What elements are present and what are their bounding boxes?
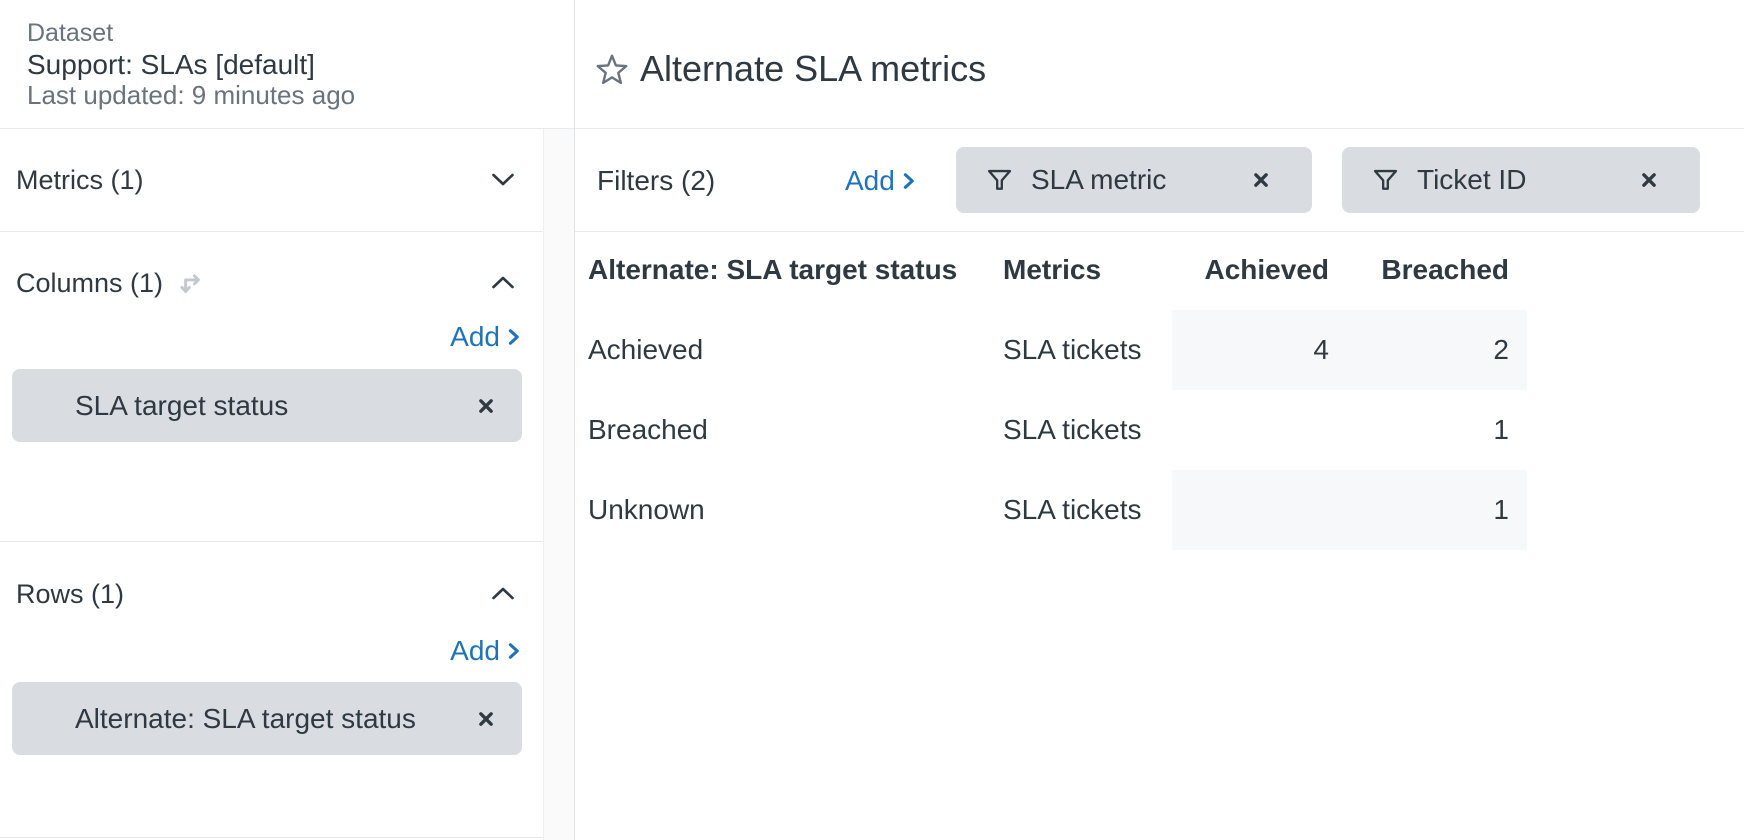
favorite-star-icon[interactable] (594, 52, 630, 88)
column-header-row-dimension[interactable]: Alternate: SLA target status (588, 254, 958, 285)
sidebar-main-divider (574, 0, 575, 840)
dataset-info: Dataset Support: SLAs [default] Last upd… (27, 18, 355, 111)
value-cell-breached[interactable]: 1 (1493, 494, 1509, 525)
value-cell-breached[interactable]: 2 (1493, 334, 1509, 365)
row-label-cell[interactable]: Unknown (588, 494, 705, 525)
metrics-section-title[interactable]: Metrics (1) (16, 165, 144, 195)
rows-add-label: Add (450, 635, 500, 666)
rows-section-title[interactable]: Rows (1) (16, 579, 124, 609)
sidebar-scroll-gutter[interactable] (543, 129, 574, 840)
remove-filter-icon[interactable] (1640, 171, 1658, 189)
value-cell-achieved[interactable]: 4 (1313, 334, 1329, 365)
column-header-breached[interactable]: Breached (1381, 254, 1509, 285)
row-label-cell[interactable]: Breached (588, 414, 708, 445)
table-row-breached: Breached SLA tickets 1 (588, 390, 1527, 470)
query-sidebar: Dataset Support: SLAs [default] Last upd… (0, 0, 543, 840)
value-cell-breached[interactable]: 1 (1493, 414, 1509, 445)
columns-section-label: Columns (1) (16, 268, 164, 298)
chevron-down-icon (491, 173, 515, 191)
row-label-cell[interactable]: Achieved (588, 334, 704, 365)
filter-chip-ticket-id[interactable]: Ticket ID (1342, 147, 1700, 213)
rows-section-label: Rows (1) (16, 579, 125, 609)
chevron-right-icon (507, 641, 520, 661)
rows-collapse-toggle[interactable] (491, 585, 515, 601)
metrics-section-label: Metrics (1) (16, 165, 144, 195)
dataset-label: Dataset (27, 19, 114, 47)
header-divider (0, 128, 1744, 129)
metric-cell[interactable]: SLA tickets (1003, 414, 1142, 445)
columns-add-button[interactable]: Add (450, 322, 520, 352)
metric-cell[interactable]: SLA tickets (1003, 334, 1142, 365)
results-table: Alternate: SLA target status Metrics Ach… (588, 230, 1527, 550)
columns-chip-sla-target-status[interactable]: SLA target status (12, 369, 522, 442)
chevron-right-icon (507, 327, 520, 347)
columns-collapse-toggle[interactable] (491, 274, 515, 290)
filter-chip-label: Ticket ID (1417, 164, 1527, 195)
rows-chip-alternate-sla-target-status[interactable]: Alternate: SLA target status (12, 682, 522, 755)
filter-funnel-icon (1371, 166, 1400, 195)
table-header-row: Alternate: SLA target status Metrics Ach… (588, 230, 1527, 310)
remove-filter-icon[interactable] (1252, 171, 1270, 189)
rows-add-button[interactable]: Add (450, 636, 520, 666)
dataset-name: Support: SLAs [default] (27, 49, 315, 80)
pivot-swap-icon[interactable] (175, 268, 205, 298)
chevron-right-icon (902, 171, 915, 191)
chevron-up-icon (491, 276, 515, 293)
columns-add-label: Add (450, 321, 500, 352)
filter-funnel-icon (985, 166, 1014, 195)
table-row-unknown: Unknown SLA tickets 1 (588, 470, 1527, 550)
filters-divider (0, 231, 1744, 232)
value-cell-achieved[interactable] (1172, 470, 1347, 550)
columns-section-title[interactable]: Columns (1) (16, 268, 205, 298)
table-row-achieved: Achieved SLA tickets 4 2 (588, 310, 1527, 390)
rows-chip-label: Alternate: SLA target status (75, 703, 416, 734)
filter-chip-sla-metric[interactable]: SLA metric (956, 147, 1312, 213)
sidebar-bottom-divider (0, 837, 543, 838)
filters-count-label: Filters (2) (597, 165, 716, 196)
filters-add-label: Add (845, 165, 895, 196)
remove-column-icon[interactable] (477, 397, 495, 415)
value-cell-achieved[interactable] (1172, 390, 1347, 470)
dataset-last-updated: Last updated: 9 minutes ago (27, 80, 356, 110)
rows-section-divider (0, 541, 543, 542)
metrics-collapse-toggle[interactable] (491, 172, 515, 188)
query-title[interactable]: Alternate SLA metrics (640, 48, 987, 89)
filter-chip-label: SLA metric (1031, 164, 1167, 195)
chevron-up-icon (491, 587, 515, 604)
column-header-metrics[interactable]: Metrics (1003, 254, 1102, 285)
column-header-achieved[interactable]: Achieved (1204, 254, 1330, 285)
remove-row-icon[interactable] (477, 710, 495, 728)
filters-add-button[interactable]: Add (845, 166, 915, 195)
metric-cell[interactable]: SLA tickets (1003, 494, 1142, 525)
columns-chip-label: SLA target status (75, 390, 289, 421)
